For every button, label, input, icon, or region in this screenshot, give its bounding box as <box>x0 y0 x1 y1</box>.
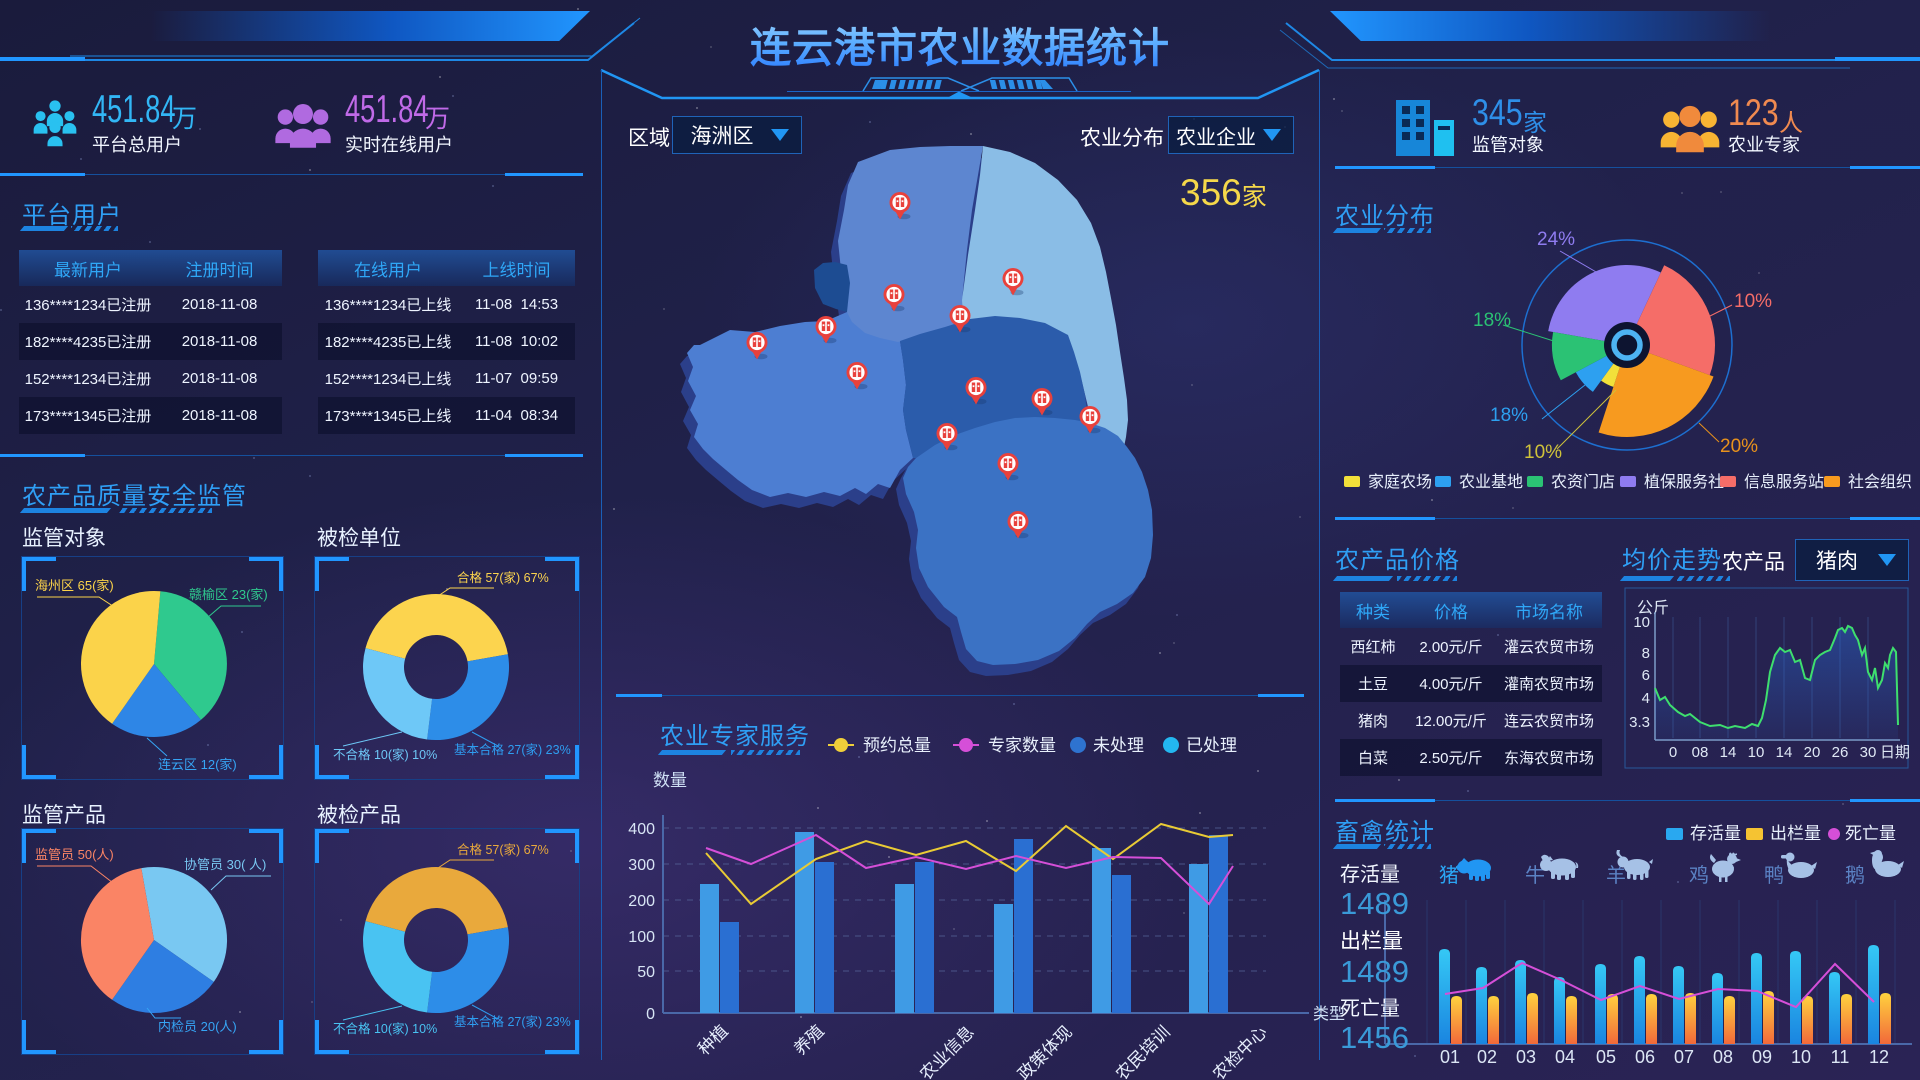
svg-text:植保服务社: 植保服务社 <box>1644 473 1724 491</box>
svg-text:农检中心: 农检中心 <box>1209 1022 1271 1080</box>
svg-text:100: 100 <box>628 929 655 946</box>
svg-text:08: 08 <box>1692 744 1709 761</box>
svg-text:基本合格 27(家) 23%: 基本合格 27(家) 23% <box>454 1014 571 1029</box>
svg-text:50: 50 <box>637 964 655 981</box>
svg-text:种植: 种植 <box>694 1021 731 1058</box>
svg-text:合格 57(家) 67%: 合格 57(家) 67% <box>457 842 549 857</box>
svg-text:数量: 数量 <box>653 771 687 790</box>
svg-text:12: 12 <box>1869 1047 1889 1067</box>
svg-text:4: 4 <box>1642 690 1650 707</box>
svg-text:10: 10 <box>1748 744 1765 761</box>
svg-text:信息服务站: 信息服务站 <box>1744 473 1824 491</box>
svg-text:10: 10 <box>1791 1047 1811 1067</box>
svg-text:出栏量: 出栏量 <box>1770 824 1821 843</box>
svg-text:监管员 50(人): 监管员 50(人) <box>35 847 114 862</box>
svg-text:14: 14 <box>1776 744 1793 761</box>
svg-text:已处理: 已处理 <box>1186 736 1237 755</box>
svg-text:农业信息: 农业信息 <box>916 1022 978 1080</box>
svg-text:鹅: 鹅 <box>1845 864 1865 887</box>
svg-text:20%: 20% <box>1720 436 1758 457</box>
svg-text:专家数量: 专家数量 <box>988 736 1056 755</box>
svg-text:10%: 10% <box>1734 291 1772 312</box>
svg-text:300: 300 <box>628 857 655 874</box>
svg-text:30: 30 <box>1860 744 1877 761</box>
svg-text:牛: 牛 <box>1525 864 1545 887</box>
svg-text:14: 14 <box>1720 744 1737 761</box>
svg-text:26: 26 <box>1832 744 1849 761</box>
svg-text:类型: 类型 <box>1313 1005 1345 1023</box>
svg-text:农资门店: 农资门店 <box>1551 473 1615 491</box>
svg-text:0: 0 <box>646 1006 655 1023</box>
svg-text:20: 20 <box>1804 744 1821 761</box>
svg-text:18%: 18% <box>1490 405 1528 426</box>
svg-text:24%: 24% <box>1537 229 1575 250</box>
svg-text:农民培训: 农民培训 <box>1112 1022 1174 1080</box>
svg-text:11: 11 <box>1831 1047 1850 1067</box>
svg-text:8: 8 <box>1642 645 1650 662</box>
svg-text:合格 57(家) 67%: 合格 57(家) 67% <box>457 570 549 585</box>
svg-text:0: 0 <box>1669 744 1677 761</box>
svg-text:08: 08 <box>1713 1047 1733 1067</box>
svg-text:社会组织: 社会组织 <box>1848 473 1912 491</box>
svg-text:死亡量: 死亡量 <box>1845 824 1896 843</box>
svg-text:不合格 10(家) 10%: 不合格 10(家) 10% <box>333 747 437 762</box>
svg-text:04: 04 <box>1555 1047 1575 1067</box>
svg-text:07: 07 <box>1674 1047 1694 1067</box>
svg-text:连云区 12(家): 连云区 12(家) <box>158 757 237 772</box>
svg-text:日期: 日期 <box>1880 744 1910 761</box>
svg-text:06: 06 <box>1635 1047 1655 1067</box>
svg-text:基本合格 27(家) 23%: 基本合格 27(家) 23% <box>454 742 571 757</box>
svg-text:存活量: 存活量 <box>1690 824 1741 843</box>
svg-text:协管员 30( 人): 协管员 30( 人) <box>184 857 266 872</box>
svg-text:02: 02 <box>1477 1047 1497 1067</box>
svg-text:6: 6 <box>1642 667 1650 684</box>
svg-text:不合格 10(家) 10%: 不合格 10(家) 10% <box>333 1021 437 1036</box>
svg-text:鸡: 鸡 <box>1689 864 1709 887</box>
svg-text:10%: 10% <box>1524 442 1562 463</box>
svg-text:猪: 猪 <box>1439 864 1459 887</box>
svg-text:09: 09 <box>1752 1047 1772 1067</box>
svg-text:400: 400 <box>628 821 655 838</box>
svg-text:赣榆区 23(家): 赣榆区 23(家) <box>189 587 268 602</box>
svg-text:内检员 20(人): 内检员 20(人) <box>158 1019 237 1034</box>
svg-text:200: 200 <box>628 893 655 910</box>
svg-text:01: 01 <box>1440 1047 1460 1067</box>
svg-text:海州区 65(家): 海州区 65(家) <box>35 578 114 593</box>
svg-text:10: 10 <box>1633 614 1650 631</box>
svg-text:农业基地: 农业基地 <box>1459 473 1523 491</box>
svg-text:18%: 18% <box>1473 310 1511 331</box>
svg-text:03: 03 <box>1516 1047 1536 1067</box>
svg-text:未处理: 未处理 <box>1093 736 1144 755</box>
svg-text:政策体现: 政策体现 <box>1014 1022 1076 1080</box>
svg-text:鸭: 鸭 <box>1764 864 1784 887</box>
svg-text:05: 05 <box>1596 1047 1616 1067</box>
svg-text:羊: 羊 <box>1606 864 1626 887</box>
svg-text:3.3: 3.3 <box>1629 714 1650 731</box>
svg-text:养殖: 养殖 <box>790 1021 827 1058</box>
svg-text:公斤: 公斤 <box>1637 599 1669 617</box>
svg-text:预约总量: 预约总量 <box>863 736 931 755</box>
svg-text:家庭农场: 家庭农场 <box>1368 473 1432 491</box>
